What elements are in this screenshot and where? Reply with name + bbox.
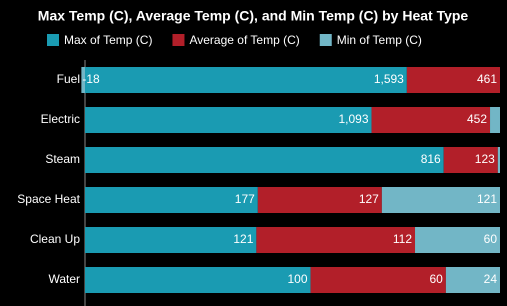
bar-segment bbox=[85, 107, 372, 133]
bar-segment bbox=[415, 227, 500, 253]
bar-segment bbox=[257, 187, 382, 213]
bar-segment bbox=[310, 267, 446, 293]
data-label: 1,593 bbox=[374, 72, 404, 86]
data-label: 816 bbox=[421, 152, 441, 166]
data-label: -18 bbox=[82, 72, 100, 86]
chart-title: Max Temp (C), Average Temp (C), and Min … bbox=[38, 8, 469, 24]
legend-label: Average of Temp (C) bbox=[189, 33, 299, 47]
data-label: 60 bbox=[484, 232, 498, 246]
y-tick-label: Fuel bbox=[57, 72, 80, 86]
y-tick-label: Water bbox=[48, 272, 80, 286]
bar-segment bbox=[256, 227, 416, 253]
bar-segment bbox=[445, 267, 500, 293]
data-label: 112 bbox=[393, 232, 412, 246]
bar-segment bbox=[85, 67, 407, 93]
data-label: 121 bbox=[477, 192, 497, 206]
bar-segment bbox=[497, 147, 500, 173]
bar-segment bbox=[406, 67, 500, 93]
legend-label: Max of Temp (C) bbox=[64, 33, 152, 47]
data-label: 123 bbox=[475, 152, 495, 166]
bar-segment bbox=[85, 187, 258, 213]
y-tick-label: Steam bbox=[45, 152, 80, 166]
bar-segment bbox=[371, 107, 491, 133]
bar-segment bbox=[381, 187, 500, 213]
bar-segment bbox=[85, 147, 444, 173]
bar-segment bbox=[85, 227, 257, 253]
legend-swatch bbox=[47, 34, 59, 46]
data-label: 127 bbox=[359, 192, 379, 206]
legend-swatch bbox=[319, 34, 332, 46]
legend-label: Min of Temp (C) bbox=[337, 33, 422, 47]
y-tick-label: Electric bbox=[41, 112, 80, 126]
data-label: 1,093 bbox=[339, 112, 369, 126]
data-label: 461 bbox=[477, 72, 497, 86]
y-tick-label: Clean Up bbox=[30, 232, 80, 246]
data-label: 100 bbox=[288, 272, 308, 286]
bar-segment bbox=[443, 147, 498, 173]
bar-segment bbox=[490, 107, 500, 133]
y-tick-label: Space Heat bbox=[17, 192, 80, 206]
legend-swatch bbox=[172, 34, 185, 46]
data-label: 452 bbox=[467, 112, 487, 126]
bar-segment bbox=[81, 67, 85, 93]
data-label: 24 bbox=[484, 272, 498, 286]
data-label: 60 bbox=[430, 272, 444, 286]
bar-segment bbox=[85, 267, 311, 293]
data-label: 121 bbox=[233, 232, 253, 246]
data-label: 177 bbox=[235, 192, 255, 206]
